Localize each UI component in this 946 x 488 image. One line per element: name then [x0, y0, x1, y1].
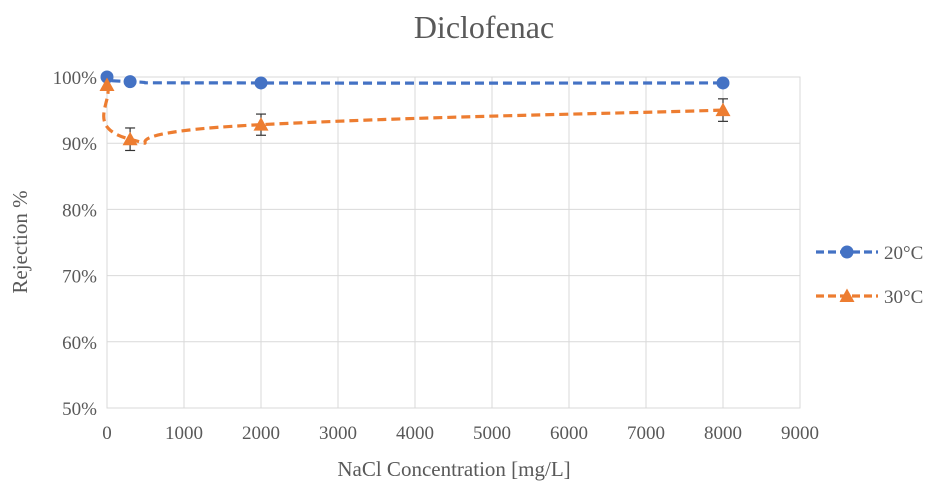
y-axis-ticks: 50% 60% 70% 80% 90% 100% — [53, 68, 98, 420]
legend-label: 30°C — [884, 287, 923, 308]
series-layer — [99, 70, 731, 152]
x-axis-label: NaCl Concentration [mg/L] — [337, 457, 570, 481]
legend-marker — [839, 288, 855, 302]
data-point — [123, 75, 137, 89]
legend: 20°C 30°C — [816, 243, 923, 308]
x-tick-label: 2000 — [242, 423, 280, 444]
series-line — [102, 84, 724, 145]
series-1 — [99, 77, 731, 152]
x-tick-label: 7000 — [627, 423, 665, 444]
chart-title: Diclofenac — [414, 9, 554, 45]
x-tick-label: 8000 — [704, 423, 742, 444]
data-point — [99, 77, 115, 91]
x-tick-label: 6000 — [550, 423, 588, 444]
x-tick-label: 9000 — [781, 423, 819, 444]
x-tick-label: 0 — [102, 423, 112, 444]
x-tick-label: 1000 — [165, 423, 203, 444]
data-point — [715, 102, 731, 117]
series-0 — [100, 70, 730, 90]
data-point — [716, 76, 730, 90]
data-point — [122, 131, 138, 146]
x-axis-ticks: 0 1000 2000 3000 4000 5000 6000 7000 8000 9000 — [102, 423, 819, 444]
data-point — [254, 76, 268, 90]
data-point — [253, 117, 269, 131]
legend-label: 20°C — [884, 243, 923, 264]
data-point — [100, 70, 114, 84]
y-tick-label: 60% — [62, 333, 97, 354]
y-tick-label: 80% — [62, 200, 97, 221]
grid — [106, 76, 801, 409]
y-tick-label: 100% — [53, 68, 98, 89]
y-tick-label: 50% — [62, 399, 97, 420]
y-tick-label: 70% — [62, 267, 97, 288]
x-tick-label: 4000 — [396, 423, 434, 444]
legend-marker — [840, 245, 854, 259]
series-line — [102, 75, 724, 85]
x-tick-label: 5000 — [473, 423, 511, 444]
y-axis-label: Rejection % — [8, 190, 32, 293]
y-tick-label: 90% — [62, 134, 97, 155]
x-tick-label: 3000 — [319, 423, 357, 444]
